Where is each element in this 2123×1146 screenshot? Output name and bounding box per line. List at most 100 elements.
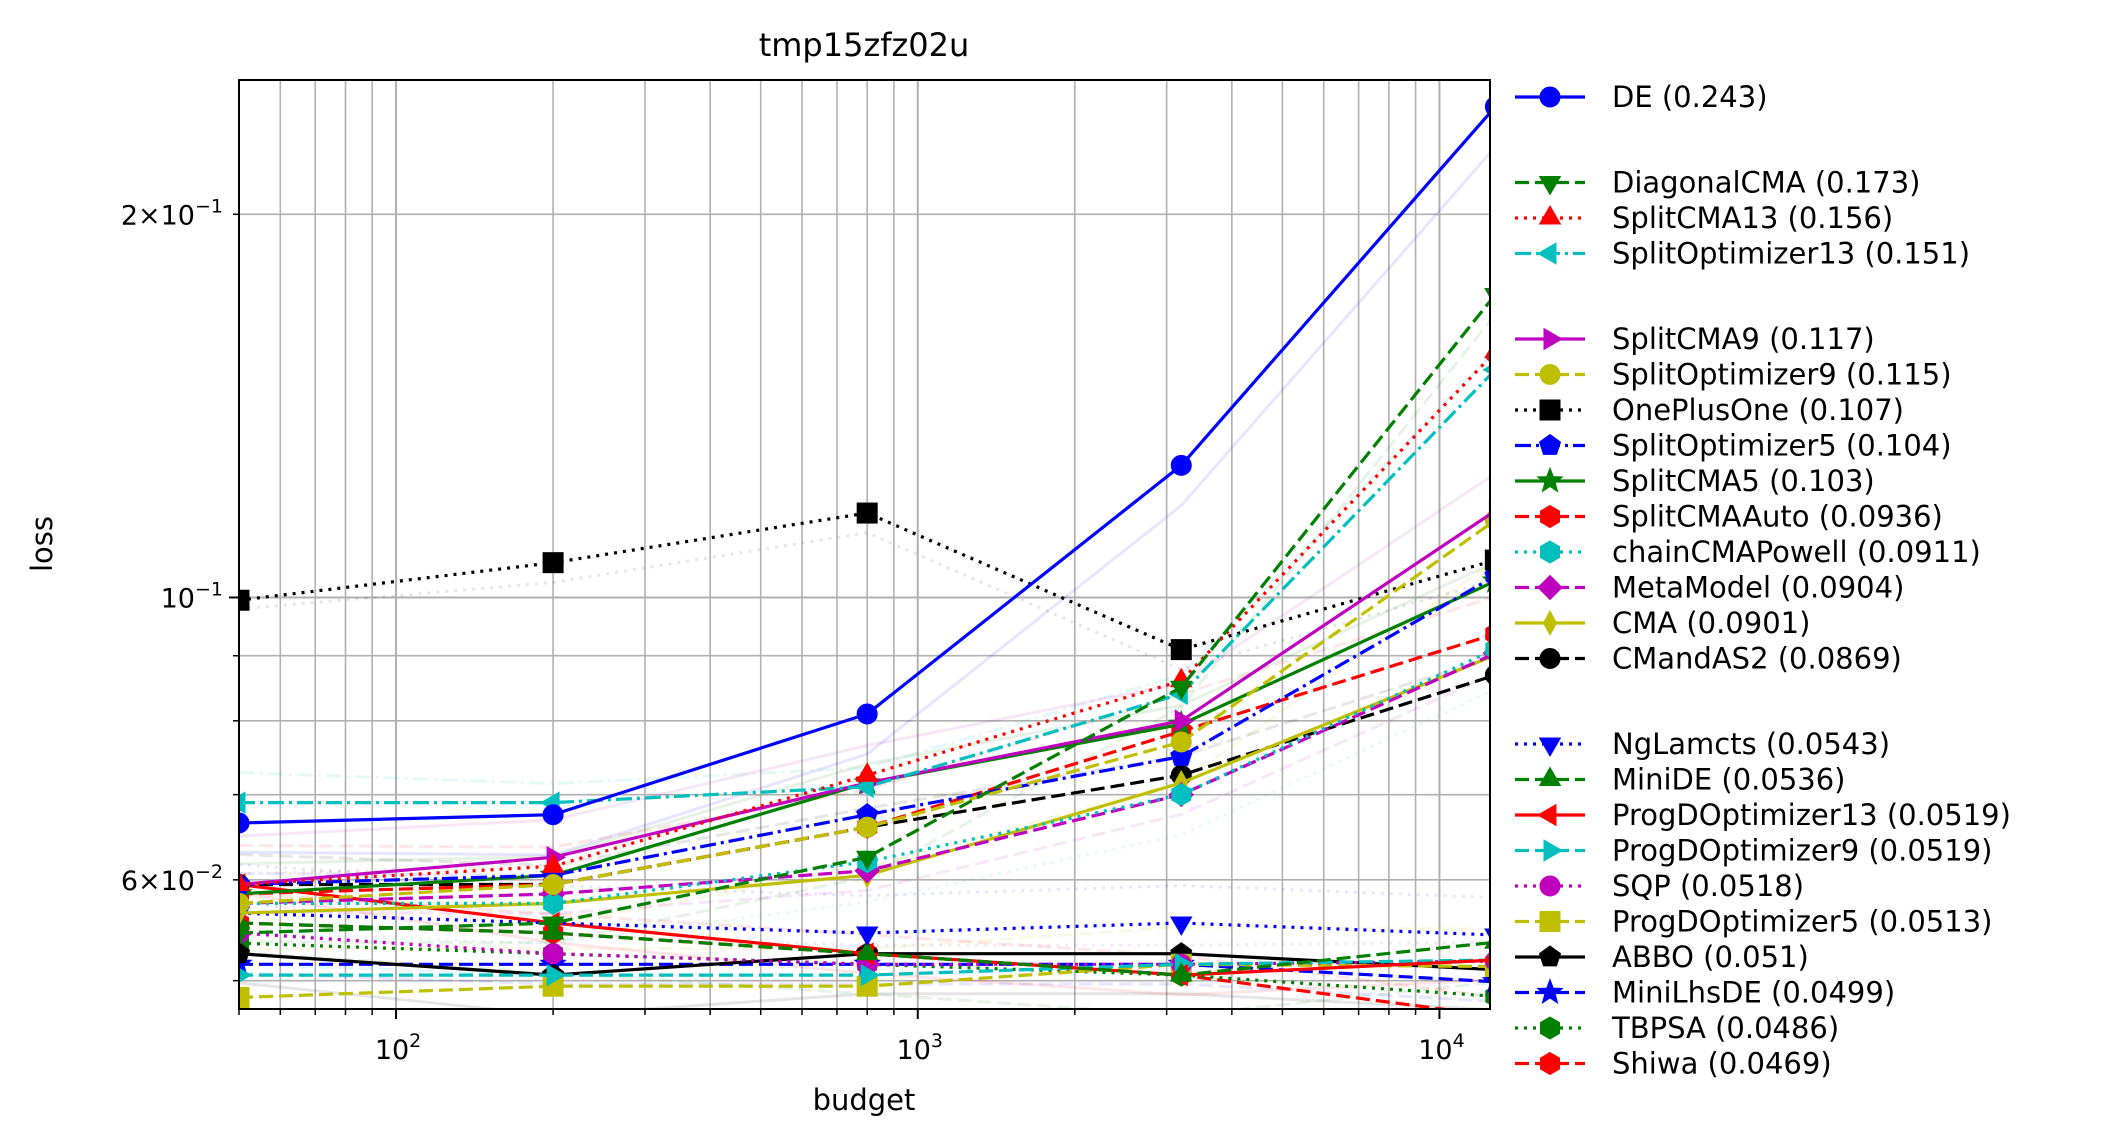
data-point	[1171, 783, 1192, 807]
legend-label: SplitCMA9 (0.117)	[1612, 322, 1875, 356]
legend-marker	[1542, 609, 1558, 637]
legend-marker	[1538, 205, 1562, 225]
data-point	[542, 873, 564, 895]
legend-label: SQP (0.0518)	[1612, 869, 1804, 903]
data-point	[1170, 731, 1192, 753]
data-point	[239, 926, 251, 946]
series-line	[239, 941, 1490, 998]
data-point	[1170, 680, 1193, 701]
legend-item: ProgDOptimizer5 (0.0513)	[1515, 905, 1992, 939]
legend-label: NgLamcts (0.0543)	[1612, 727, 1890, 761]
data-point	[546, 963, 567, 987]
data-point	[1482, 365, 1490, 375]
data-point	[1485, 625, 1490, 643]
legend-item: SplitOptimizer9 (0.115)	[1515, 358, 1952, 392]
legend-marker	[1538, 737, 1562, 757]
legend-label: SplitOptimizer13 (0.151)	[1612, 237, 1970, 271]
legend-label: chainCMAPowell (0.0911)	[1612, 535, 1981, 569]
data-point	[1485, 640, 1490, 658]
data-point	[1481, 976, 1490, 994]
legend-item: TBPSA (0.0486)	[1515, 1011, 1839, 1045]
data-point	[856, 816, 878, 838]
data-point	[239, 892, 250, 914]
data-point	[239, 812, 250, 834]
legend-marker	[1538, 433, 1562, 455]
data-point	[1484, 288, 1490, 299]
legend-marker	[1539, 648, 1561, 669]
data-point	[1170, 962, 1193, 982]
legend-marker	[1539, 364, 1561, 385]
chart-title: tmp15zfz02u	[759, 26, 970, 64]
data-point	[1174, 709, 1195, 733]
series-1	[239, 288, 1490, 946]
faint-series-line	[239, 475, 1490, 838]
legend-label: SplitCMA13 (0.156)	[1612, 201, 1893, 235]
data-point	[239, 967, 253, 983]
legend-item: ProgDOptimizer9 (0.0519)	[1515, 834, 1992, 868]
series-0	[239, 97, 1490, 834]
data-point	[239, 942, 251, 964]
data-point	[1170, 454, 1192, 476]
x-axis-label: budget	[813, 1083, 916, 1117]
legend-item: CMandAS2 (0.0869)	[1515, 642, 1902, 676]
data-point	[1484, 549, 1490, 571]
faint-series-line	[239, 354, 1490, 786]
legend-item: SplitCMA13 (0.156)	[1515, 201, 1893, 235]
legend-marker	[1540, 504, 1560, 529]
data-point	[1170, 916, 1193, 936]
legend-item: Shiwa (0.0469)	[1515, 1047, 1832, 1081]
series-line	[239, 298, 1490, 935]
legend-item: MetaModel (0.0904)	[1515, 571, 1904, 605]
x-tick-label: 102	[375, 1030, 421, 1066]
data-point	[855, 850, 879, 871]
data-point	[1484, 928, 1490, 939]
data-point	[1484, 568, 1490, 586]
legend-item: DiagonalCMA (0.173)	[1515, 166, 1921, 200]
legend-marker	[1538, 176, 1562, 196]
data-point	[856, 703, 878, 725]
legend-item: SQP (0.0518)	[1515, 869, 1804, 903]
series-15	[239, 910, 1490, 982]
legend-item: OnePlusOne (0.107)	[1515, 393, 1904, 427]
series-6	[239, 502, 1490, 661]
legend-label: ProgDOptimizer9 (0.0519)	[1612, 834, 1992, 868]
legend-marker	[1536, 978, 1564, 1005]
data-point	[541, 853, 565, 873]
legend-label: Shiwa (0.0469)	[1612, 1047, 1832, 1081]
y-tick-label: 6×10−2	[121, 861, 223, 897]
legend-label: DE (0.243)	[1612, 80, 1768, 114]
data-point	[543, 891, 564, 915]
legend-marker	[1537, 803, 1557, 827]
data-point	[856, 502, 878, 524]
legend-marker	[1537, 574, 1563, 601]
y-tick-label: 2×10−1	[121, 195, 223, 231]
legend-item: MiniDE (0.0536)	[1515, 763, 1846, 797]
series-line	[239, 931, 1490, 966]
legend-marker	[1539, 399, 1561, 421]
faint-series-line	[239, 150, 1490, 857]
data-point	[1485, 987, 1490, 1005]
data-point	[239, 791, 246, 814]
legend-marker	[1536, 466, 1564, 493]
faint-series-line	[239, 673, 1490, 916]
series-line	[239, 372, 1490, 805]
legend-marker	[1537, 242, 1557, 265]
series-layer	[239, 97, 1490, 1009]
data-point	[239, 871, 251, 891]
legend-item: DE (0.243)	[1515, 80, 1768, 114]
legend-item: SplitCMAAuto (0.0936)	[1515, 500, 1943, 534]
major-grid	[239, 80, 1490, 1009]
legend-label: ProgDOptimizer5 (0.0513)	[1612, 905, 1992, 939]
legend-label: CMandAS2 (0.0869)	[1612, 642, 1902, 676]
legend-label: SplitCMAAuto (0.0936)	[1612, 500, 1943, 534]
series-clip-group	[239, 97, 1490, 1009]
data-point	[239, 986, 250, 1008]
legend-marker	[1538, 766, 1562, 786]
legend-label: TBPSA (0.0486)	[1611, 1011, 1839, 1045]
x-tick-label: 103	[897, 1030, 943, 1066]
legend: DE (0.243) DiagonalCMA (0.173)SplitCMA13 …	[1515, 80, 2011, 1081]
legend-item: ProgDOptimizer13 (0.0519)	[1515, 798, 2011, 832]
data-point	[1170, 639, 1192, 661]
data-point	[1482, 955, 1490, 965]
data-point	[542, 552, 564, 574]
